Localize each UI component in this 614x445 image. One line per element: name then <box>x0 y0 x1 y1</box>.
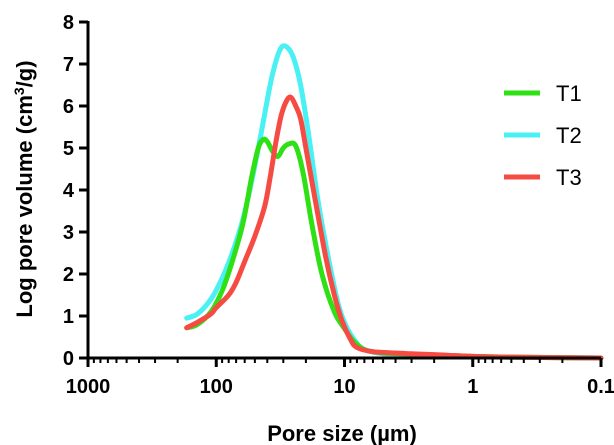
x-tick-label: 1000 <box>66 376 111 398</box>
y-tick-label: 1 <box>63 306 74 328</box>
legend-label-t3: T3 <box>556 165 582 190</box>
y-tick-label: 0 <box>63 348 74 370</box>
y-axis-title-main: Log pore volume (cm <box>12 95 37 317</box>
y-tick-label: 3 <box>63 222 74 244</box>
plot-lines <box>184 43 604 361</box>
y-tick-label: 4 <box>63 180 75 202</box>
y-tick-label: 6 <box>63 96 74 118</box>
legend-label-t2: T2 <box>556 123 582 148</box>
y-tick-label: 7 <box>63 54 74 76</box>
x-tick-label: 100 <box>200 376 233 398</box>
x-axis-title: Pore size (µm) <box>267 421 417 445</box>
y-axis-title-end: /g) <box>12 60 37 87</box>
series-line-t3 <box>184 94 604 361</box>
x-tick-label: 10 <box>333 376 355 398</box>
y-tick-label: 2 <box>63 264 74 286</box>
axes: 0 1 2 3 4 5 6 7 8 1000 100 10 1 0.1 <box>63 12 614 398</box>
x-tick-label: 1 <box>467 376 478 398</box>
x-tick-label: 0.1 <box>587 376 614 398</box>
y-tick-label: 5 <box>63 138 74 160</box>
y-axis-title: Log pore volume (cm3/g) <box>11 60 37 317</box>
legend-label-t1: T1 <box>556 81 582 106</box>
y-axis-title-sup: 3 <box>11 87 27 95</box>
y-tick-label: 8 <box>63 12 74 34</box>
legend: T1 T2 T3 <box>504 81 582 190</box>
